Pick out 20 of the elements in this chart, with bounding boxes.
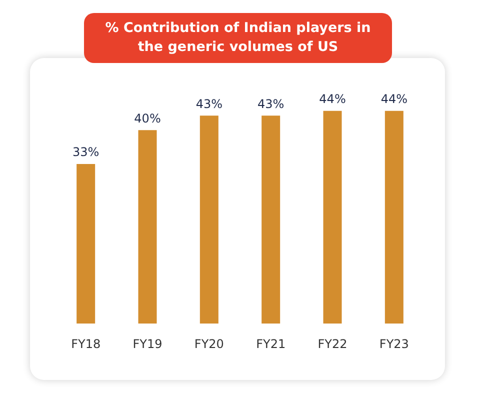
data-label: 44% — [319, 92, 346, 106]
x-tick-label: FY18 — [71, 336, 101, 351]
chart-title: % Contribution of Indian players in the generic volumes of US — [104, 19, 372, 57]
x-tick-label: FY22 — [318, 336, 348, 351]
data-label: 43% — [196, 96, 223, 111]
bar — [76, 164, 96, 324]
bar — [323, 110, 342, 324]
title-banner: % Contribution of Indian players in the generic volumes of US — [84, 13, 392, 63]
bar — [200, 116, 218, 324]
data-label: 44% — [380, 92, 408, 106]
x-tick-label: FY21 — [256, 336, 286, 351]
bar — [138, 130, 157, 324]
bar — [262, 116, 280, 324]
x-tick-label: FY19 — [132, 336, 162, 351]
data-label: 33% — [72, 145, 100, 160]
data-label: 43% — [257, 96, 284, 111]
data-label: 40% — [134, 111, 161, 126]
bar — [384, 110, 404, 324]
x-tick-label: FY23 — [379, 336, 409, 351]
x-tick-label: FY20 — [194, 336, 224, 351]
